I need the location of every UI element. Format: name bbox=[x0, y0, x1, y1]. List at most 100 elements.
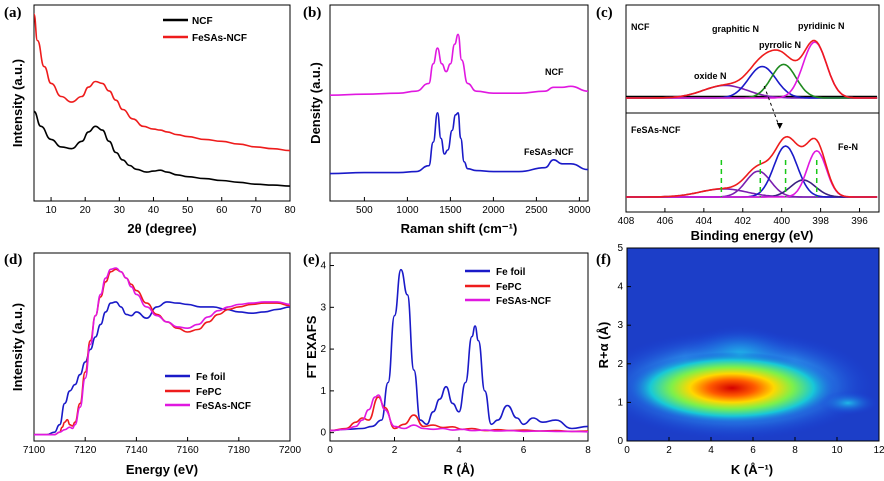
panel-e-letter: (e) bbox=[303, 252, 320, 268]
panel-a-xtick-label-40: 40 bbox=[148, 205, 160, 216]
panel-d-curves bbox=[34, 267, 291, 436]
panel-a-xtick-label-20: 20 bbox=[80, 205, 92, 216]
panel-e-curves bbox=[329, 268, 589, 433]
panel-c: (c) Binding energy (eV) NCF FeSAs-NCF gr… bbox=[596, 4, 880, 243]
panel-a-xtick-label-10: 10 bbox=[46, 205, 58, 216]
panel-a-xtick-label-60: 60 bbox=[216, 205, 228, 216]
panel-b-xtick-label-500: 500 bbox=[356, 205, 373, 216]
panel-b-xtick-label-2000: 2000 bbox=[482, 205, 505, 216]
panel-a-frame bbox=[33, 4, 291, 202]
panel-a-letter: (a) bbox=[4, 5, 22, 21]
panel-d-xtick-label-7100: 7100 bbox=[23, 445, 46, 456]
panel-e-series-fepc bbox=[329, 396, 589, 433]
panel-c-sub-fesas-ncf: FeSAs-NCF bbox=[631, 125, 681, 135]
panel-c-xtick-label-408: 408 bbox=[618, 216, 635, 227]
panel-f-ytick-label-1: 1 bbox=[617, 397, 623, 408]
panel-f-xlabel: K (Å⁻¹) bbox=[731, 462, 773, 477]
panel-e-xtick-label-6: 6 bbox=[521, 445, 527, 456]
panel-b-xtick-label-1500: 1500 bbox=[439, 205, 462, 216]
panel-e-series-fesas-ncf bbox=[329, 394, 589, 433]
panel-e-series-fe-foil bbox=[329, 268, 589, 432]
panel-d-xtick-label-7140: 7140 bbox=[125, 445, 148, 456]
panel-d-xlabel: Energy (eV) bbox=[126, 462, 198, 477]
panel-c-ncf-pyridinic bbox=[626, 41, 878, 99]
panel-f-ytick-label-5: 5 bbox=[617, 243, 623, 254]
panel-c-letter: (c) bbox=[596, 5, 613, 21]
panel-c-xtick-label-398: 398 bbox=[812, 216, 829, 227]
legend-label-fepc-e: FePC bbox=[496, 282, 522, 293]
panel-f-xtick-label-0: 0 bbox=[624, 445, 630, 456]
legend-label-fe-foil-e: Fe foil bbox=[496, 267, 526, 278]
panel-b-xlabel: Raman shift (cm⁻¹) bbox=[401, 221, 518, 236]
panel-c-fesas-envelope bbox=[626, 135, 878, 198]
panel-f-xtick-label-10: 10 bbox=[831, 445, 843, 456]
panel-f-ytick-label-2: 2 bbox=[617, 359, 623, 370]
panel-d-series-fe-foil bbox=[34, 301, 291, 436]
panel-e-ytick-label-3: 3 bbox=[320, 302, 326, 313]
panel-c-ncf-graphitic bbox=[626, 65, 878, 99]
panel-e-xtick-label-4: 4 bbox=[456, 445, 462, 456]
panel-f-xtick-label-8: 8 bbox=[792, 445, 798, 456]
panel-d-axis: 7100 7120 7140 7160 7180 7200 bbox=[23, 437, 302, 456]
panel-e-xtick-label-0: 0 bbox=[327, 445, 333, 456]
panel-a-series-ncf bbox=[33, 110, 291, 187]
panel-c-xtick-label-400: 400 bbox=[773, 216, 790, 227]
panel-d: (d) Intensity (a.u.) Energy (eV) Fe foil… bbox=[4, 252, 302, 477]
panel-a-axis: 10 20 30 40 50 60 70 80 bbox=[46, 197, 296, 216]
panel-b-xtick-label-1000: 1000 bbox=[396, 205, 419, 216]
legend-label-fepc: FePC bbox=[196, 387, 222, 398]
panel-f-xtick-label-4: 4 bbox=[708, 445, 714, 456]
panel-f-xtick-label-2: 2 bbox=[666, 445, 672, 456]
panel-e-ytick-label-2: 2 bbox=[320, 344, 326, 355]
panel-c-curves bbox=[626, 39, 878, 198]
panel-f-ytick-label-3: 3 bbox=[617, 320, 623, 331]
panel-d-legend: Fe foil FePC FeSAs-NCF bbox=[165, 372, 251, 412]
panel-e-ytick-label-0: 0 bbox=[320, 428, 326, 439]
annotation-graphitic-n: graphitic N bbox=[712, 24, 759, 34]
panel-a-xtick-label-50: 50 bbox=[182, 205, 194, 216]
panel-a-xtick-label-80: 80 bbox=[284, 205, 296, 216]
panel-e-ylabel: FT EXAFS bbox=[304, 315, 319, 378]
wavelet-heatmap bbox=[627, 248, 879, 441]
panel-f-ytick-label-4: 4 bbox=[617, 282, 623, 293]
panel-d-xtick-label-7180: 7180 bbox=[228, 445, 251, 456]
panel-c-xtick-label-404: 404 bbox=[696, 216, 713, 227]
panel-c-frame bbox=[625, 4, 880, 213]
panel-d-frame bbox=[33, 252, 291, 442]
panel-f-ylabel: R+α (Å) bbox=[596, 322, 611, 369]
panel-b-label-fesas-ncf: FeSAs-NCF bbox=[524, 147, 574, 157]
panel-a-series-fesas-ncf bbox=[33, 13, 291, 152]
annotation-fe-n: Fe-N bbox=[838, 142, 858, 152]
panel-b-series-fesas-ncf bbox=[329, 112, 589, 175]
panel-c-fesas-pyrrolic bbox=[626, 145, 878, 198]
legend-label-fesas-ncf-d: FeSAs-NCF bbox=[196, 401, 251, 412]
panel-f-xtick-label-6: 6 bbox=[750, 445, 756, 456]
panel-a-xlabel: 2θ (degree) bbox=[127, 221, 196, 236]
panel-a-ylabel: Intensity (a.u.) bbox=[10, 59, 25, 147]
panel-e-xtick-label-8: 8 bbox=[585, 445, 591, 456]
panel-b: (b) Density (a.u.) Raman shift (cm⁻¹) NC… bbox=[303, 4, 591, 236]
annotation-pyrrolic-n: pyrrolic N bbox=[759, 40, 801, 50]
panel-b-label-ncf: NCF bbox=[545, 67, 564, 77]
panel-e-frame bbox=[329, 252, 589, 442]
panel-b-axis: 500 1000 1500 2000 2500 3000 bbox=[356, 197, 591, 216]
panel-e: (e) FT EXAFS R (Å) Fe foil FePC FeSAs-NC… bbox=[303, 252, 591, 477]
panel-b-curves bbox=[329, 33, 589, 175]
panel-b-xtick-label-2500: 2500 bbox=[525, 205, 548, 216]
panel-b-letter: (b) bbox=[303, 5, 321, 21]
panel-e-xtick-label-2: 2 bbox=[392, 445, 398, 456]
annotation-pyridinic-n: pyridinic N bbox=[798, 21, 845, 31]
annotation-oxide-n: oxide N bbox=[694, 71, 727, 81]
panel-d-series-fesas-ncf bbox=[34, 267, 291, 436]
panel-d-xtick-label-7120: 7120 bbox=[74, 445, 97, 456]
panel-f-letter: (f) bbox=[596, 252, 611, 268]
panel-a-curves bbox=[33, 13, 291, 187]
panel-a-xtick-label-30: 30 bbox=[114, 205, 126, 216]
panel-a-legend: NCF FeSAs-NCF bbox=[163, 16, 247, 44]
panel-d-ylabel: Intensity (a.u.) bbox=[10, 303, 25, 391]
panel-d-letter: (d) bbox=[4, 252, 22, 268]
panel-e-ytick-label-1: 1 bbox=[320, 386, 326, 397]
